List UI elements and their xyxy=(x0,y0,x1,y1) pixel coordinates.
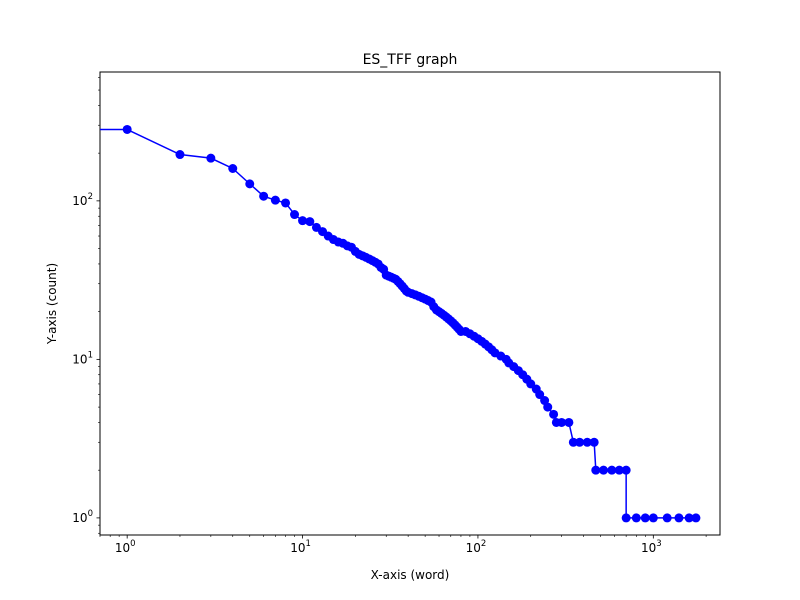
series-group xyxy=(100,124,701,523)
data-point xyxy=(589,437,599,447)
y-tick-label: 100 xyxy=(72,509,93,525)
data-point xyxy=(582,437,592,447)
data-point xyxy=(290,210,300,220)
chart-title: ES_TFF graph xyxy=(363,52,458,68)
data-point xyxy=(122,124,132,134)
data-point xyxy=(543,402,553,412)
x-axis-ticks: 100 101 102 103 xyxy=(99,535,707,555)
data-point xyxy=(631,513,641,523)
y-tick-label: 102 xyxy=(72,192,93,208)
x-tick-label: 103 xyxy=(641,539,662,555)
data-point xyxy=(662,513,672,523)
data-point xyxy=(298,216,308,226)
x-tick-label: 102 xyxy=(466,539,487,555)
y-axis-label: Y-axis (count) xyxy=(45,263,59,345)
axes-frame xyxy=(99,71,721,536)
data-point xyxy=(245,179,255,189)
data-point xyxy=(228,164,238,173)
x-tick-label: 101 xyxy=(290,539,311,555)
data-point xyxy=(575,437,585,447)
data-point xyxy=(684,513,694,523)
data-point xyxy=(621,513,631,523)
data-point xyxy=(206,153,216,163)
data-point xyxy=(281,198,291,208)
data-point xyxy=(175,150,185,160)
y-axis-ticks: 100 101 102 xyxy=(72,77,100,534)
data-point xyxy=(648,513,658,523)
plot-area: 100 101 102 103 100 101 102 xyxy=(72,71,721,555)
data-point xyxy=(557,417,567,427)
y-tick-label: 101 xyxy=(72,350,93,366)
data-point xyxy=(674,513,684,523)
data-point xyxy=(564,417,574,427)
data-point xyxy=(614,465,624,475)
data-point xyxy=(599,465,609,475)
data-point xyxy=(568,437,578,447)
data-point xyxy=(305,217,315,227)
data-point xyxy=(691,513,701,523)
data-point xyxy=(607,465,617,475)
data-point xyxy=(591,465,601,475)
data-point xyxy=(270,195,280,205)
data-point xyxy=(549,409,559,419)
x-axis-label: X-axis (word) xyxy=(371,568,450,582)
data-point xyxy=(640,513,650,523)
data-point xyxy=(621,465,631,475)
data-point xyxy=(535,390,545,400)
x-tick-label: 100 xyxy=(115,539,136,555)
data-point xyxy=(259,191,269,201)
